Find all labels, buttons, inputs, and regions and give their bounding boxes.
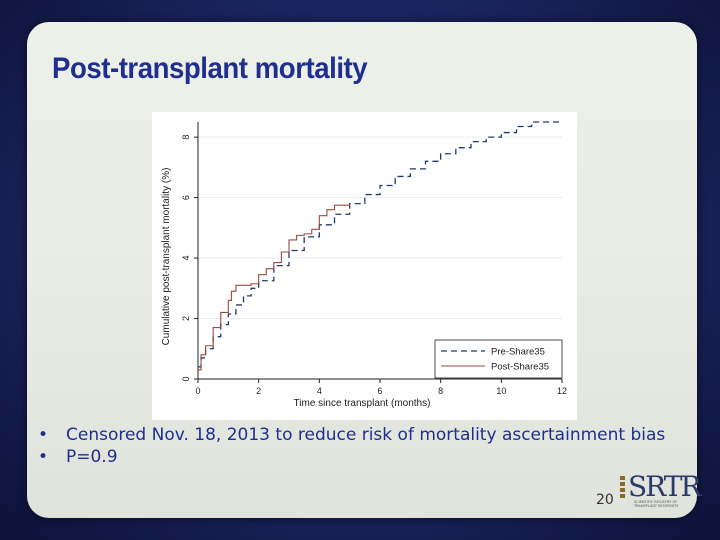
logo-tagline-line-2: TRANSPLANT RECIPIENTS: [634, 504, 679, 508]
legend-label: Pre-Share35: [491, 347, 545, 358]
bullet-text: P=0.9: [66, 447, 118, 467]
mortality-chart: 0 2 4 6 8 10 12 0 2 4 6 8 Time since transplant (mon…: [161, 121, 567, 409]
slide-title: Post-transplant mortality: [52, 52, 368, 85]
legend-box: [434, 339, 563, 379]
srtr-logo: SRTR SCIENTIFIC REGISTRY OF TRANSPLANT R…: [620, 470, 702, 508]
bullet-marker: •: [38, 447, 49, 467]
page-number: 20: [596, 492, 614, 508]
plot-area: [198, 122, 562, 379]
x-tick-label: 6: [377, 386, 382, 396]
logo-bars-icon: [620, 476, 626, 500]
bullet-item: • Censored Nov. 18, 2013 to reduce risk …: [38, 424, 678, 446]
logo-tagline: SCIENTIFIC REGISTRY OF TRANSPLANT RECIPI…: [634, 500, 679, 508]
bullet-list: • Censored Nov. 18, 2013 to reduce risk …: [38, 424, 678, 468]
x-axis-label: Time since transplant (months): [294, 398, 431, 409]
x-tick-label: 0: [195, 386, 200, 396]
chart-frame: 0 2 4 6 8 10 12 0 2 4 6 8 Time since transplant (mon…: [152, 112, 577, 420]
logo-tagline-line-1: SCIENTIFIC REGISTRY OF: [634, 500, 678, 504]
y-tick-label: 0: [181, 376, 191, 381]
bullet-text: Censored Nov. 18, 2013 to reduce risk of…: [66, 425, 666, 445]
y-axis-label: Cumulative post-transplant mortality (%): [161, 168, 172, 346]
y-tick-label: 8: [181, 135, 191, 140]
bullet-item: • P=0.9: [38, 446, 678, 468]
x-tick-label: 2: [256, 386, 261, 396]
bullet-marker: •: [38, 425, 49, 445]
y-tick-label: 2: [181, 316, 191, 321]
x-tick-label: 8: [438, 386, 443, 396]
series-line-post-share35: [198, 203, 351, 371]
x-tick-label: 4: [317, 386, 322, 396]
legend-label: Post-Share35: [491, 362, 549, 373]
y-tick-label: 4: [181, 256, 191, 261]
y-tick-label: 6: [181, 195, 191, 200]
x-tick-label: 12: [557, 386, 567, 396]
x-tick-label: 10: [496, 386, 506, 396]
logo-wordmark: SRTR: [628, 470, 702, 503]
